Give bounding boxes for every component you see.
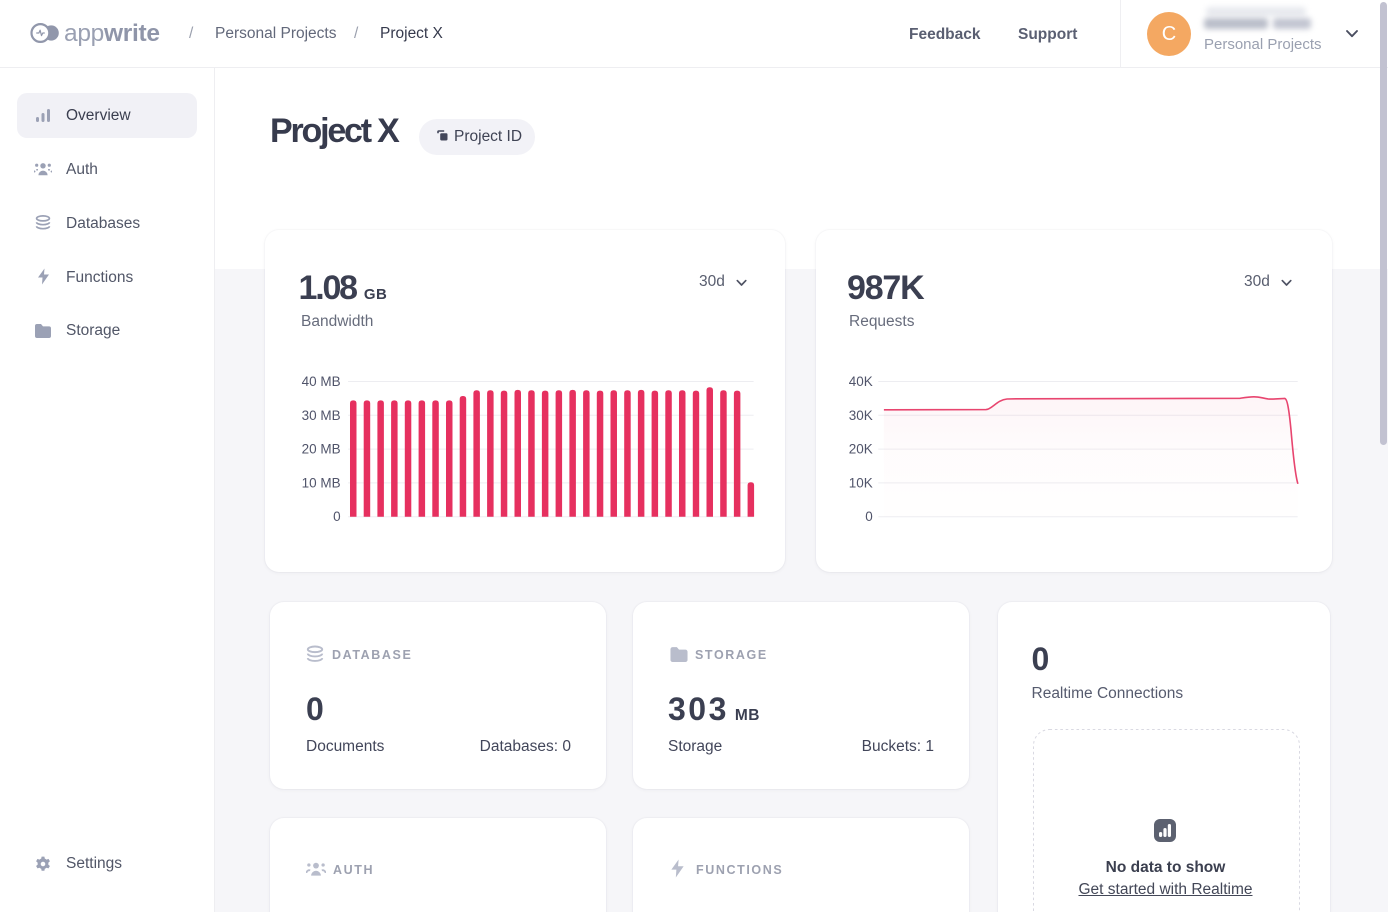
- svg-text:0: 0: [333, 509, 341, 524]
- svg-text:40K: 40K: [849, 374, 873, 389]
- svg-text:0: 0: [865, 509, 873, 524]
- svg-text:10K: 10K: [849, 475, 873, 490]
- svg-text:30K: 30K: [849, 408, 873, 423]
- svg-text:20K: 20K: [849, 442, 873, 457]
- svg-text:20 MB: 20 MB: [302, 442, 341, 457]
- svg-text:10 MB: 10 MB: [302, 475, 341, 490]
- svg-text:40 MB: 40 MB: [302, 374, 341, 389]
- svg-text:30 MB: 30 MB: [302, 408, 341, 423]
